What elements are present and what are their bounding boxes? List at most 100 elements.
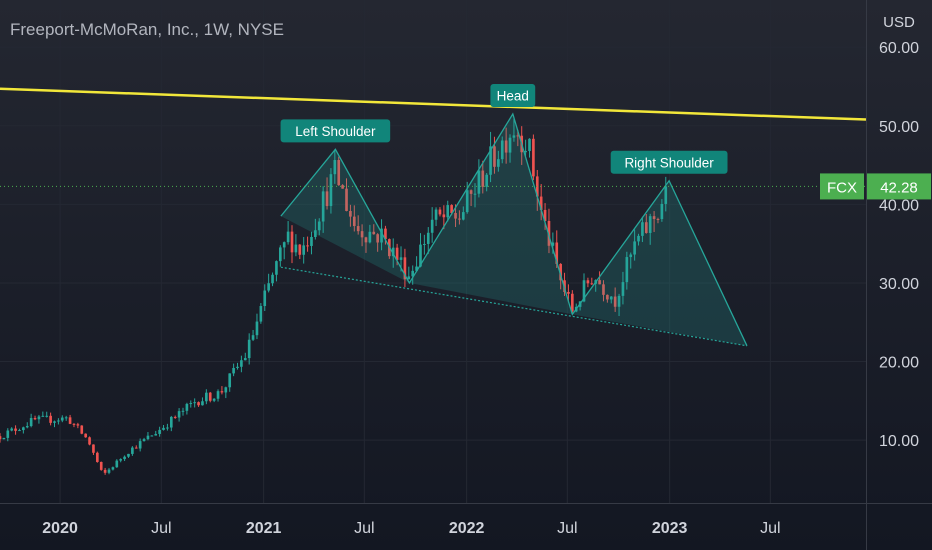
candle-body	[53, 421, 56, 423]
candle	[282, 241, 286, 260]
candle-body	[438, 209, 442, 215]
candle	[72, 423, 76, 428]
candle	[446, 200, 450, 222]
candle	[286, 221, 290, 245]
candle-body	[532, 138, 535, 177]
candle-body	[419, 244, 422, 267]
candle	[138, 438, 142, 452]
candle-body	[181, 410, 185, 412]
candle-body	[450, 205, 453, 214]
candle	[247, 333, 251, 365]
candle-body	[648, 216, 652, 233]
candle-body	[158, 429, 161, 434]
candle-body	[224, 387, 228, 393]
candle-body	[489, 146, 492, 175]
y-tick-label: 20.00	[879, 355, 919, 372]
x-tick-label: 2020	[42, 520, 78, 537]
candle-body	[341, 185, 344, 189]
candle-body	[345, 188, 348, 211]
candle	[193, 398, 196, 408]
candle	[652, 211, 656, 233]
candle-body	[321, 191, 325, 222]
candle	[57, 418, 60, 425]
candle	[633, 229, 636, 261]
candle-body	[477, 170, 481, 194]
candle	[64, 415, 68, 421]
candle	[434, 207, 438, 227]
candle-body	[205, 392, 208, 402]
candle	[613, 287, 617, 312]
candle-body	[500, 140, 504, 160]
candle-body	[629, 254, 633, 258]
candle	[419, 233, 422, 268]
annotation-label: Left Shoulder	[295, 124, 376, 139]
candle	[664, 176, 668, 212]
candle-body	[173, 416, 177, 418]
candle-body	[201, 401, 204, 406]
candle	[380, 219, 383, 251]
candle	[644, 213, 648, 234]
candle-body	[193, 402, 196, 404]
y-tick-label: 40.00	[879, 197, 919, 214]
candle-body	[33, 418, 37, 420]
candle	[115, 459, 119, 468]
candle	[275, 260, 278, 282]
candle-body	[96, 452, 99, 462]
candle	[294, 234, 298, 257]
candle	[158, 426, 161, 437]
candle-body	[524, 151, 527, 153]
candle	[263, 284, 267, 312]
candle	[127, 453, 130, 458]
candle	[641, 216, 644, 243]
candle	[185, 402, 189, 415]
candle-body	[317, 221, 321, 231]
candle	[298, 244, 302, 260]
candle-body	[146, 435, 150, 440]
pattern-triangle-0	[280, 149, 410, 283]
candle	[103, 467, 107, 475]
candle-body	[539, 196, 543, 210]
candle-body	[103, 469, 107, 473]
candle	[41, 411, 45, 417]
candle	[251, 329, 255, 342]
candle-body	[138, 441, 142, 449]
candle-body	[115, 460, 119, 468]
candle	[329, 168, 333, 214]
candle-body	[664, 186, 668, 204]
candle-body	[337, 159, 341, 186]
candle	[415, 256, 418, 273]
candle-body	[333, 159, 337, 175]
candle-body	[349, 210, 352, 217]
candle	[220, 386, 224, 395]
chart-title: Freeport-McMoRan, Inc., 1W, NYSE	[10, 20, 284, 39]
candle-body	[625, 257, 629, 283]
candle-body	[621, 282, 625, 296]
candle	[76, 422, 80, 429]
candle-body	[535, 176, 539, 197]
annotation-label: Right Shoulder	[624, 155, 714, 170]
candle	[49, 412, 52, 426]
candle-body	[278, 247, 282, 262]
candle	[512, 118, 516, 142]
candle-body	[10, 428, 14, 431]
candle	[212, 398, 216, 403]
candle-body	[37, 416, 41, 420]
candle	[92, 444, 95, 455]
candle-body	[504, 140, 508, 153]
x-tick-label: Jul	[760, 520, 780, 537]
candle	[602, 280, 605, 302]
candle	[458, 210, 461, 225]
candle-body	[391, 247, 395, 257]
candle-body	[609, 296, 613, 300]
candle-body	[22, 427, 25, 431]
candle	[22, 426, 25, 434]
candle	[181, 407, 185, 416]
candle	[372, 224, 376, 235]
candle-body	[290, 231, 294, 253]
candle	[255, 313, 259, 340]
candle-body	[212, 398, 216, 401]
candle	[80, 425, 84, 435]
x-tick-label: 2022	[449, 520, 485, 537]
